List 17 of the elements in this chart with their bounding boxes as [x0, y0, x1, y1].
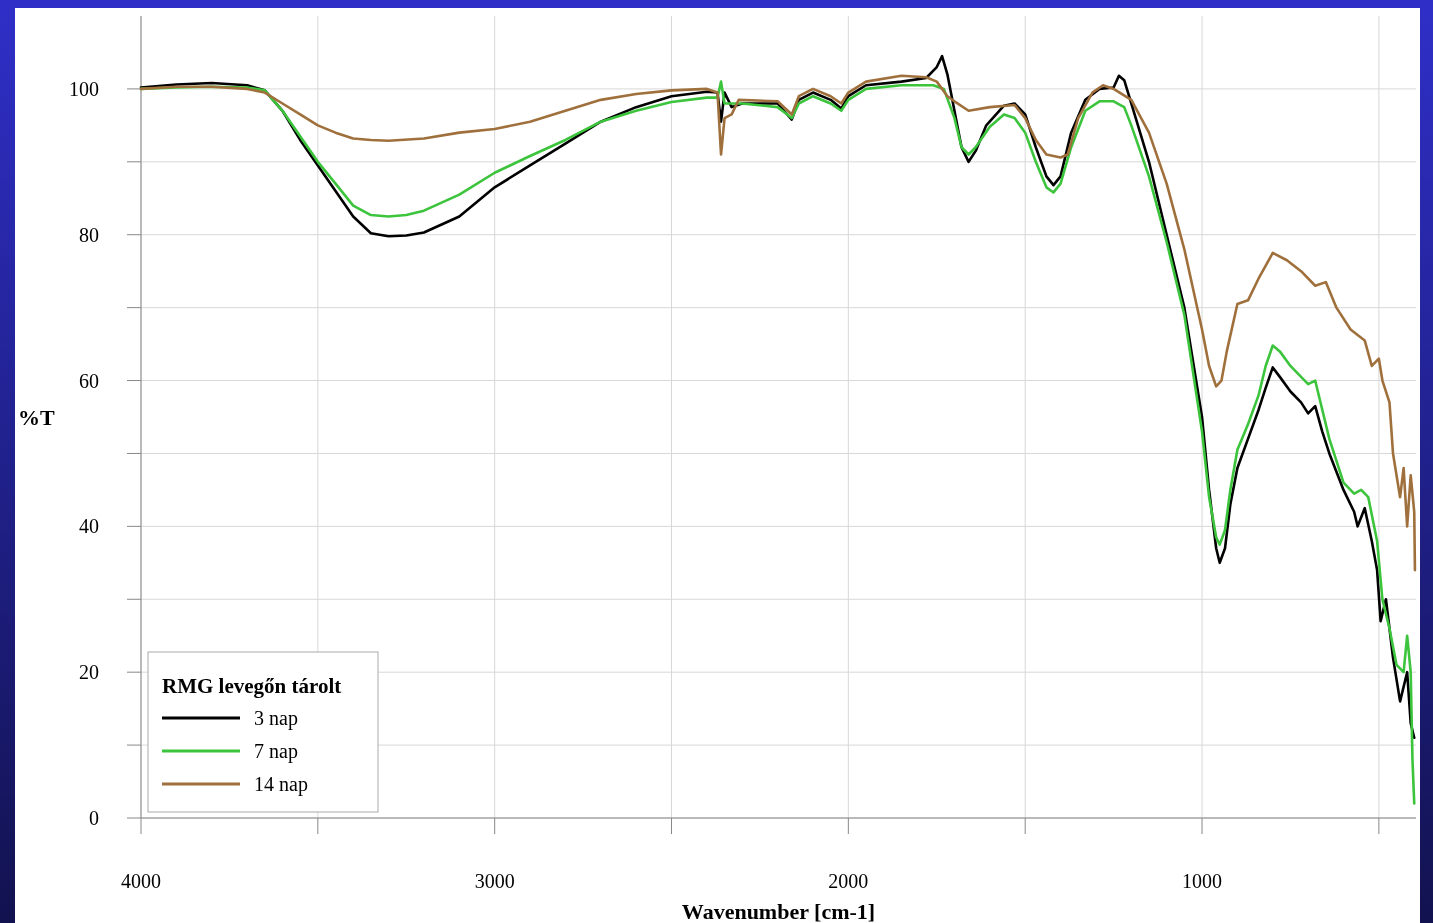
y-axis-title: %T	[18, 405, 55, 430]
x-tick-label: 4000	[121, 870, 161, 892]
x-tick-label: 3000	[474, 870, 515, 892]
line-series	[139, 74, 1417, 572]
x-tick-label: 2000	[828, 870, 869, 892]
legend-title: RMG levegőn tárolt	[162, 674, 342, 698]
y-tick-label: 60	[79, 369, 99, 392]
y-tick-label: 20	[79, 661, 99, 684]
x-axis-title: Wavenumber [cm-1]	[681, 899, 876, 923]
y-tick-label: 40	[79, 515, 99, 538]
y-tick-label: 0	[89, 807, 99, 829]
legend-label: 14 nap	[254, 773, 308, 796]
y-tick-label: 80	[79, 223, 99, 246]
y-tick-label: 100	[69, 77, 99, 100]
legend-label: 7 nap	[254, 740, 298, 763]
legend-label: 3 nap	[254, 707, 298, 730]
x-tick-label: 1000	[1182, 870, 1223, 892]
